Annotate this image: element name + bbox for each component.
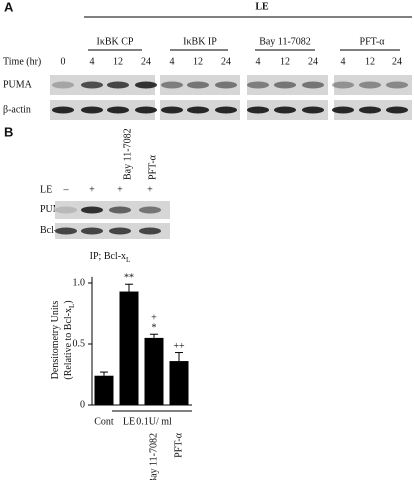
time-value: 12 <box>365 56 375 67</box>
le-sign: + <box>147 184 153 195</box>
band <box>135 81 157 89</box>
row-label: PUMA <box>40 204 70 215</box>
band <box>139 227 161 235</box>
significance: * <box>152 323 157 334</box>
band <box>81 106 103 114</box>
group-label: IκBK CP <box>97 36 134 47</box>
band <box>332 81 354 89</box>
subscript: L <box>68 304 76 308</box>
time-value: 12 <box>113 56 123 67</box>
time-value: 4 <box>90 56 95 67</box>
band <box>109 206 131 214</box>
group-label: IκBK IP <box>183 36 217 47</box>
text-part: PUMA <box>40 204 70 215</box>
text-part: Densitometry Units <box>50 301 61 380</box>
band <box>359 81 381 89</box>
text-part: Bcl-x <box>40 225 62 236</box>
row-label: PUMA <box>3 79 33 90</box>
band <box>332 106 354 114</box>
band <box>109 227 131 235</box>
text-part: ) <box>63 300 74 303</box>
band <box>247 106 269 114</box>
bar <box>94 375 114 405</box>
band <box>107 81 129 89</box>
significance: + <box>151 313 157 324</box>
band <box>55 206 77 214</box>
band <box>247 81 269 89</box>
bar <box>144 337 164 405</box>
band <box>52 106 74 114</box>
text-part: IP; Bcl-x <box>90 251 126 262</box>
le-sign: + <box>89 184 95 195</box>
le-label: LE <box>40 184 52 195</box>
band <box>274 81 296 89</box>
panel-label: B <box>4 124 13 139</box>
band <box>359 106 381 114</box>
band <box>274 106 296 114</box>
y-axis-label: Densitometry Units <box>50 301 61 380</box>
time-value: 24 <box>392 56 402 67</box>
band <box>302 81 324 89</box>
x-tick-label: Cont <box>94 416 114 427</box>
significance: ** <box>124 273 134 284</box>
lane-header: PFT-α <box>147 154 158 180</box>
y-tick-label: 0 <box>80 399 85 410</box>
band <box>135 106 157 114</box>
le-sign: + <box>117 184 123 195</box>
band <box>81 227 103 235</box>
band <box>52 81 74 89</box>
band <box>81 206 103 214</box>
x-sublabel: PFT-α <box>173 432 184 458</box>
band <box>187 106 209 114</box>
y-axis-label: (Relative to Bcl-xL) <box>63 300 75 379</box>
time-label: Time (hr) <box>3 56 41 67</box>
puma-blot <box>334 75 412 95</box>
panel-label: A <box>4 0 14 14</box>
le-sign: – <box>63 184 70 195</box>
x-sublabel: Bay 11-7082 <box>148 433 159 480</box>
time-value: 0 <box>61 56 66 67</box>
band <box>139 206 161 214</box>
subscript: L <box>126 256 130 264</box>
band <box>187 81 209 89</box>
significance: ++ <box>173 341 185 352</box>
band <box>215 81 237 89</box>
band <box>302 106 324 114</box>
bar <box>169 361 189 405</box>
ip-label: IP; Bcl-xL <box>90 251 131 263</box>
time-value: 24 <box>141 56 151 67</box>
y-tick-label: 1.0 <box>73 277 86 288</box>
bar <box>119 291 139 405</box>
lane-header: Bay 11-7082 <box>122 128 133 180</box>
x-tick-label: 0.1U/ ml <box>136 416 172 427</box>
time-value: 4 <box>170 56 175 67</box>
band <box>386 106 408 114</box>
band <box>386 81 408 89</box>
band <box>215 106 237 114</box>
text-part: (Relative to Bcl-x <box>63 308 74 380</box>
time-value: 24 <box>221 56 231 67</box>
treatment-label: LE <box>255 1 269 12</box>
group-label: Bay 11-7082 <box>259 36 311 47</box>
y-tick-label: 0.5 <box>73 338 86 349</box>
time-value: 12 <box>193 56 203 67</box>
band <box>107 106 129 114</box>
band <box>81 81 103 89</box>
band <box>161 106 183 114</box>
time-value: 4 <box>256 56 261 67</box>
group-label: PFT-α <box>360 36 386 47</box>
band <box>161 81 183 89</box>
band <box>55 227 77 235</box>
time-value: 12 <box>280 56 290 67</box>
row-label: β-actin <box>3 104 31 115</box>
time-value: 24 <box>308 56 318 67</box>
x-tick-label: LE <box>123 416 135 427</box>
time-value: 4 <box>341 56 346 67</box>
